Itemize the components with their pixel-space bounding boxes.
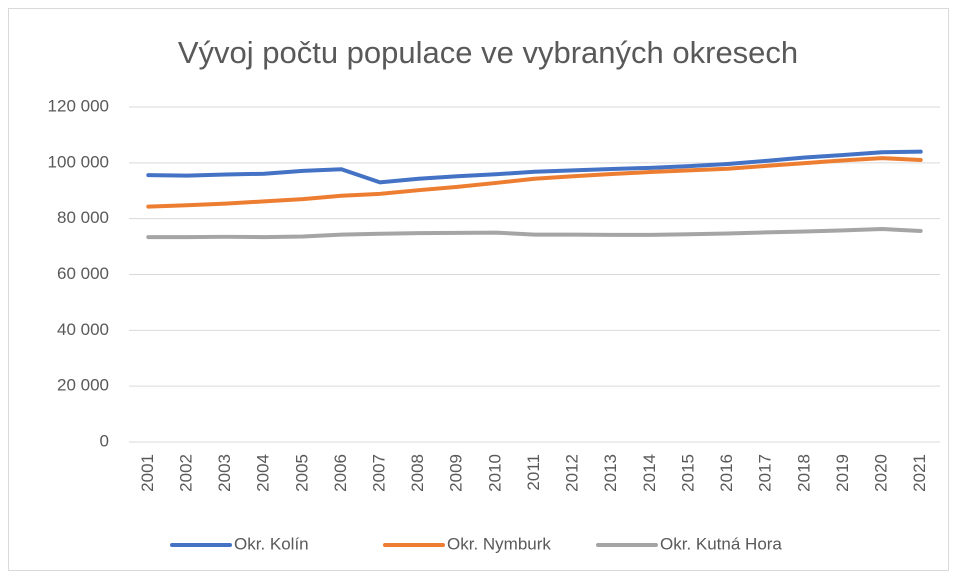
y-tick-label: 120 000 <box>48 96 109 115</box>
x-tick-label: 2014 <box>640 454 659 492</box>
y-tick-label: 60 000 <box>57 264 109 283</box>
x-tick-label: 2020 <box>872 454 891 492</box>
series-line <box>146 149 923 185</box>
legend-label: Okr. Kolín <box>234 534 309 553</box>
x-tick-label: 2008 <box>408 454 427 492</box>
chart-title: Vývoj počtu populace ve vybraných okrese… <box>178 35 798 70</box>
x-tick-label: 2019 <box>833 454 852 492</box>
x-tick-label: 2017 <box>756 454 775 492</box>
y-tick-label: 20 000 <box>57 376 109 395</box>
y-tick-label: 80 000 <box>57 208 109 227</box>
x-tick-label: 2001 <box>138 454 157 492</box>
x-tick-label: 2003 <box>215 454 234 492</box>
x-tick-label: 2007 <box>370 454 389 492</box>
x-tick-label: 2015 <box>678 454 697 492</box>
x-tick-label: 2021 <box>910 454 929 492</box>
x-tick-label: 2005 <box>292 454 311 492</box>
y-tick-label: 40 000 <box>57 320 109 339</box>
chart-border <box>8 8 949 571</box>
y-tick-label: 100 000 <box>48 152 109 171</box>
x-tick-label: 2012 <box>563 454 582 492</box>
legend-label: Okr. Kutná Hora <box>660 534 782 553</box>
x-tick-label: 2006 <box>331 454 350 492</box>
x-tick-label: 2013 <box>601 454 620 492</box>
x-tick-label: 2011 <box>524 454 543 491</box>
x-tick-label: 2004 <box>254 454 273 492</box>
y-tick-label: 0 <box>100 431 109 450</box>
x-tick-label: 2002 <box>176 454 195 492</box>
x-tick-label: 2018 <box>794 454 813 492</box>
series-line <box>146 226 923 240</box>
series-line <box>146 156 923 209</box>
x-tick-label: 2016 <box>717 454 736 492</box>
legend-label: Okr. Nymburk <box>447 534 551 553</box>
x-tick-label: 2009 <box>447 454 466 492</box>
x-tick-label: 2010 <box>485 454 504 492</box>
